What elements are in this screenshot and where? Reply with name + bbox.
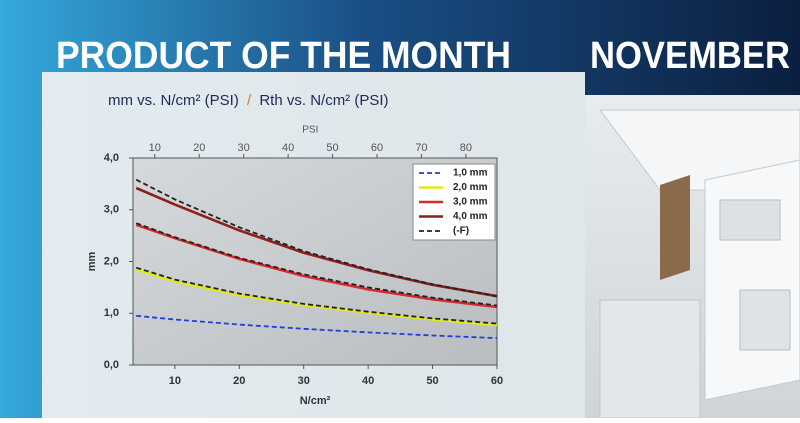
x2-tick-label: 40 bbox=[282, 142, 294, 154]
month: NOVEMBER bbox=[590, 35, 790, 77]
x-tick-label: 60 bbox=[491, 375, 503, 387]
series-line bbox=[135, 178, 498, 325]
x2-tick-label: 60 bbox=[371, 142, 383, 154]
y-tick-label: 2,0 bbox=[104, 255, 119, 267]
chart-title: mm vs. N/cm² (PSI) / Rth vs. N/cm² (PSI) bbox=[108, 92, 389, 109]
x-tick-label: 40 bbox=[362, 375, 374, 387]
y-tick-label: 3,0 bbox=[104, 204, 119, 216]
y-tick-label: 0,0 bbox=[104, 359, 119, 371]
legend-label: 4,0 mm bbox=[453, 211, 488, 222]
product-image bbox=[585, 95, 800, 419]
x-tick-label: 10 bbox=[169, 375, 181, 387]
series-line bbox=[135, 268, 498, 327]
legend-label: 1,0 mm bbox=[453, 168, 488, 179]
y-tick-label: 1,0 bbox=[104, 307, 119, 319]
x-tick-label: 30 bbox=[298, 375, 310, 387]
series-line bbox=[136, 314, 498, 339]
x2-tick-label: 70 bbox=[415, 142, 427, 154]
legend-label: 2,0 mm bbox=[453, 182, 488, 193]
legend-label: 3,0 mm bbox=[453, 197, 488, 208]
legend-label: (-F) bbox=[453, 226, 469, 237]
heading: PRODUCT OF THE MONTH bbox=[56, 35, 511, 77]
series-line bbox=[135, 223, 498, 309]
y-tick-label: 4,0 bbox=[104, 152, 119, 164]
x2-tick-label: 20 bbox=[193, 142, 205, 154]
title-slash: / bbox=[247, 92, 252, 109]
x-tick-label: 50 bbox=[426, 375, 438, 387]
x2-tick-label: 30 bbox=[238, 142, 250, 154]
x2-tick-label: 10 bbox=[149, 142, 161, 154]
x-tick-label: 20 bbox=[233, 375, 245, 387]
x2-tick-label: 80 bbox=[460, 142, 472, 154]
x-axis-label: N/cm² bbox=[300, 395, 331, 407]
y-axis-label: mm bbox=[86, 252, 98, 272]
x2-axis-label: PSI bbox=[302, 125, 318, 136]
x2-tick-label: 50 bbox=[326, 142, 338, 154]
title-part: mm vs. N/cm² (PSI) bbox=[108, 92, 239, 109]
title-part: Rth vs. N/cm² (PSI) bbox=[259, 92, 388, 109]
